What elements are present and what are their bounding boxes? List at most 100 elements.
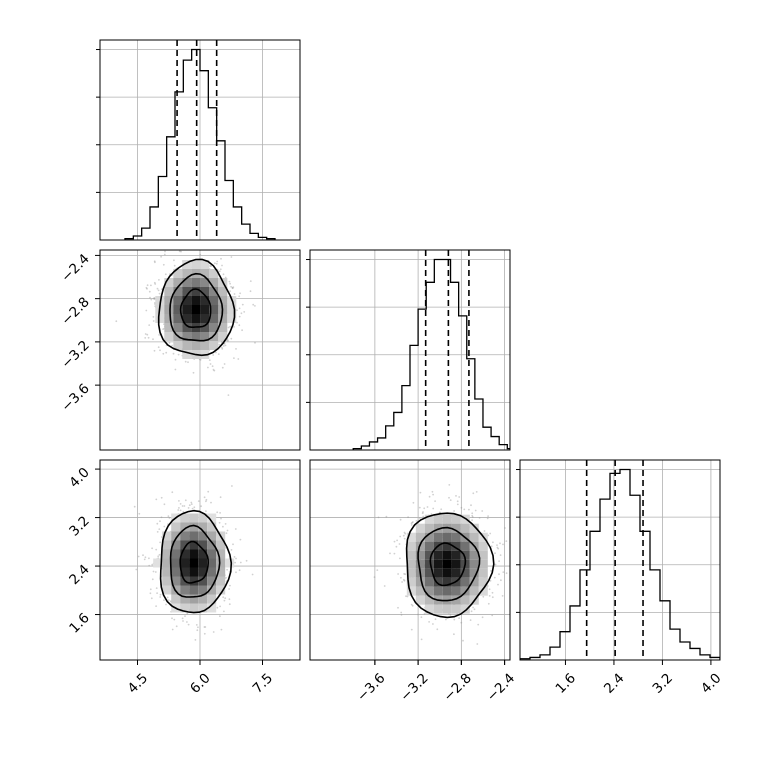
x-tick-label: −3.2 — [397, 670, 431, 704]
scatter-point — [148, 557, 150, 560]
density-cell — [469, 550, 479, 560]
density-cell — [173, 323, 183, 332]
scatter-point — [501, 595, 504, 597]
density-cell — [173, 305, 183, 314]
scatter-point — [497, 547, 500, 550]
contour-line — [159, 509, 233, 614]
density-cell — [406, 568, 416, 578]
scatter-point — [232, 286, 235, 288]
density-cell — [424, 568, 434, 578]
density-cell — [171, 567, 181, 577]
scatter-point — [217, 353, 220, 355]
scatter-point — [487, 534, 490, 537]
density-cell — [198, 567, 208, 577]
density-cell — [406, 577, 416, 587]
scatter-point — [401, 581, 403, 583]
scatter-point — [157, 289, 160, 292]
density-cell — [155, 314, 165, 323]
histogram-step-p1 — [124, 48, 276, 240]
density-cell — [433, 559, 443, 569]
density-cell — [162, 531, 172, 541]
contour-line — [179, 288, 212, 328]
scatter-point — [434, 500, 436, 502]
scatter-point — [462, 639, 464, 642]
density-cell — [460, 523, 470, 533]
scatter-point — [197, 626, 199, 629]
scatter-point — [420, 616, 423, 619]
scatter-point — [403, 537, 406, 540]
density-cell — [218, 287, 228, 296]
scatter-point — [218, 521, 221, 524]
scatter-point — [418, 506, 421, 509]
x-tick-label: −2.8 — [440, 670, 474, 704]
scatter-point — [238, 569, 241, 572]
scatter-point — [181, 617, 184, 620]
density-cell — [198, 576, 208, 586]
density-cell — [460, 577, 470, 587]
density-cell — [216, 549, 226, 559]
scatter-point — [174, 358, 177, 361]
density-cell — [180, 513, 190, 523]
scatter-point — [213, 369, 216, 372]
density-cell — [207, 585, 217, 595]
scatter-point — [252, 303, 255, 306]
density-cell — [469, 559, 479, 569]
scatter-point — [406, 595, 409, 598]
scatter-point — [144, 556, 147, 559]
density-cell — [451, 586, 461, 596]
scatter-point — [251, 573, 254, 576]
scatter-point — [177, 353, 180, 356]
scatter-point — [171, 491, 174, 494]
scatter-point — [205, 500, 207, 503]
density-cell — [216, 540, 226, 550]
scatter-point — [231, 485, 233, 487]
scatter-point — [238, 307, 241, 310]
scatter-point — [164, 250, 166, 253]
scatter-point — [159, 593, 162, 596]
scatter-point — [155, 587, 158, 589]
scatter-point — [488, 595, 491, 597]
density-cell — [424, 559, 434, 569]
density-cell — [469, 586, 479, 596]
density-cell — [451, 532, 461, 542]
scatter-point — [225, 532, 228, 535]
scatter-point — [496, 544, 498, 546]
scatter-point — [229, 290, 232, 292]
scatter-point — [152, 570, 155, 573]
scatter-point — [417, 613, 419, 616]
density-cell — [207, 594, 217, 604]
scatter-point — [238, 324, 241, 327]
density-cell — [433, 550, 443, 560]
scatter-point — [156, 522, 159, 525]
scatter-point — [135, 568, 138, 571]
scatter-point — [158, 334, 161, 336]
scatter-point — [481, 616, 484, 619]
scatter-point — [234, 528, 237, 530]
scatter-point — [205, 510, 207, 512]
scatter-point — [145, 309, 148, 312]
scatter-point — [157, 346, 160, 349]
scatter-point — [228, 280, 231, 283]
density-cell — [200, 323, 210, 332]
density-cell — [182, 278, 192, 287]
density-cell — [406, 532, 416, 542]
scatter-point — [184, 499, 187, 502]
scatter-point — [219, 605, 222, 608]
density-cell — [424, 523, 434, 533]
density-cell — [433, 586, 443, 596]
scatter-point — [240, 312, 243, 315]
density-cell — [162, 585, 172, 595]
y-axis-p3: 1.6 2.4 3.2 4.0 — [66, 465, 100, 637]
scatter-point — [147, 336, 150, 339]
scatter-point — [504, 527, 506, 529]
scatter-point — [410, 603, 413, 606]
scatter-point — [221, 346, 223, 349]
scatter-point — [230, 285, 233, 288]
scatter-point — [412, 521, 414, 523]
scatter-point — [404, 532, 407, 535]
scatter-point — [163, 503, 166, 506]
scatter-point — [483, 530, 486, 532]
density-cell — [469, 532, 479, 542]
density-cell — [209, 296, 219, 305]
density-cell — [180, 567, 190, 577]
